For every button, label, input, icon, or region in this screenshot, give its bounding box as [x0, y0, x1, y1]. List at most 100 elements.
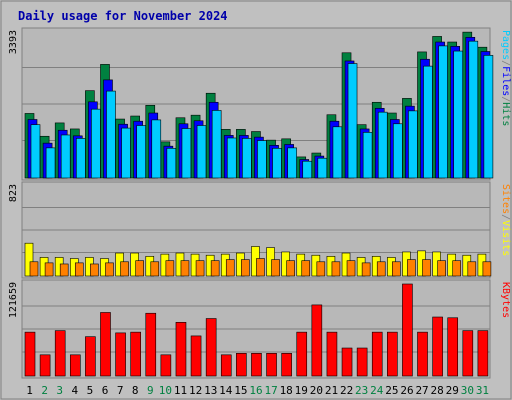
x-tick-label: 3: [56, 384, 63, 397]
chart-title: Daily usage for November 2024: [18, 9, 228, 23]
x-tick-label: 31: [476, 384, 489, 397]
x-tick-label: 27: [415, 384, 428, 397]
top-bar-pages: [423, 65, 433, 179]
top-bar-pages: [408, 110, 418, 179]
bottom-bar-kbytes: [175, 322, 187, 377]
x-tick-label: 10: [159, 384, 172, 397]
top-bar-pages: [287, 147, 297, 179]
bottom-bar-kbytes: [447, 317, 459, 377]
bottom-bar-kbytes: [145, 312, 157, 377]
top-bar-pages: [453, 50, 464, 179]
top-ymax-label: 3393: [8, 30, 19, 54]
middle-bar-sites: [241, 259, 250, 277]
middle-ymax-label: 823: [8, 184, 19, 202]
x-tick-label: 26: [400, 384, 413, 397]
x-tick-label: 29: [446, 384, 459, 397]
middle-bar-sites: [437, 260, 446, 277]
x-tick-label: 24: [370, 384, 384, 397]
bottom-bar-kbytes: [341, 347, 353, 377]
bottom-bar-kbytes: [85, 336, 96, 377]
top-bar-pages: [45, 147, 56, 179]
bottom-ymax-label: 121659: [8, 282, 19, 318]
x-tick-label: 20: [310, 384, 323, 397]
middle-bar-sites: [256, 258, 265, 277]
middle-bar-sites: [44, 262, 54, 277]
legend-entry: Files: [500, 66, 511, 96]
top-bar-pages: [151, 119, 162, 179]
legend-entry: /: [500, 60, 511, 66]
middle-bar-sites: [210, 260, 220, 277]
middle-bar-sites: [195, 260, 205, 277]
top-bar-pages: [302, 160, 313, 179]
bottom-bar-kbytes: [266, 353, 277, 377]
bottom-bar-kbytes: [477, 330, 489, 377]
bottom-bar-kbytes: [432, 316, 443, 377]
top-bar-pages: [362, 132, 373, 179]
x-tick-label: 25: [385, 384, 398, 397]
bottom-panel: 121659 KBytes: [8, 279, 511, 379]
x-axis-labels: 1 2 3 4 5 6 7 8 9 10 11 12 13 14 15 16 17 18 19 20 21 22 23 24 2…: [26, 384, 489, 397]
top-bar-pages: [257, 140, 267, 179]
top-bar-pages: [91, 108, 101, 179]
x-tick-label: 23: [355, 384, 368, 397]
x-tick-label: 21: [325, 384, 338, 397]
top-bar-pages: [483, 55, 494, 179]
top-bar-pages: [181, 128, 192, 179]
middle-bar-sites: [150, 261, 160, 277]
bottom-bar-kbytes: [100, 312, 111, 377]
bottom-bar-kbytes: [115, 332, 126, 377]
middle-bar-sites: [361, 262, 371, 277]
middle-bar-sites: [346, 260, 356, 277]
x-tick-label: 7: [117, 384, 124, 397]
top-bar-pages: [377, 111, 388, 179]
x-tick-label: 4: [72, 384, 79, 397]
bottom-bar-kbytes: [160, 354, 172, 377]
top-bar-pages: [121, 127, 131, 179]
x-tick-label: 13: [204, 384, 217, 397]
x-tick-label: 2: [41, 384, 48, 397]
x-tick-label: 30: [461, 384, 474, 397]
x-tick-label: 6: [102, 384, 109, 397]
middle-bar-visits: [24, 242, 34, 277]
middle-bar-sites: [392, 261, 401, 277]
bottom-bar-kbytes: [39, 354, 51, 377]
middle-bar-sites: [74, 262, 84, 277]
bottom-bar-kbytes: [251, 353, 262, 377]
legend-entry: /: [500, 214, 511, 220]
top-bar-pages: [136, 125, 146, 179]
legend-entry: /: [500, 96, 511, 102]
middle-bar-sites: [452, 260, 462, 277]
bottom-bar-kbytes: [387, 331, 398, 377]
bottom-bar-kbytes: [296, 331, 308, 377]
bottom-bar-kbytes: [326, 331, 338, 377]
top-bar-pages: [468, 40, 479, 179]
top-bar-pages: [347, 63, 358, 179]
bottom-bar-kbytes: [69, 354, 81, 377]
x-tick-label: 12: [189, 384, 202, 397]
bottom-bar-kbytes: [417, 331, 428, 377]
top-bar-pages: [196, 125, 207, 179]
middle-bar-sites: [29, 261, 39, 277]
middle-bar-sites: [467, 261, 477, 277]
x-tick-label: 5: [87, 384, 94, 397]
x-tick-label: 17: [264, 384, 277, 397]
middle-bar-sites: [271, 259, 280, 277]
middle-bar-sites: [225, 259, 235, 277]
bottom-bar-kbytes: [371, 331, 383, 377]
middle-bar-sites: [407, 259, 416, 277]
top-bar-pages: [332, 126, 343, 179]
x-tick-label: 9: [147, 384, 154, 397]
middle-bar-sites: [316, 261, 326, 277]
top-bar-pages: [438, 45, 448, 179]
middle-bar-sites: [422, 259, 431, 277]
middle-bar-sites: [59, 263, 69, 277]
x-tick-label: 11: [174, 384, 187, 397]
bottom-bar-kbytes: [311, 304, 323, 377]
bottom-bar-kbytes: [24, 331, 36, 377]
x-tick-label: 28: [431, 384, 444, 397]
bottom-bar-kbytes: [54, 330, 66, 377]
middle-bar-sites: [105, 262, 114, 277]
bottom-bar-kbytes: [236, 353, 247, 377]
